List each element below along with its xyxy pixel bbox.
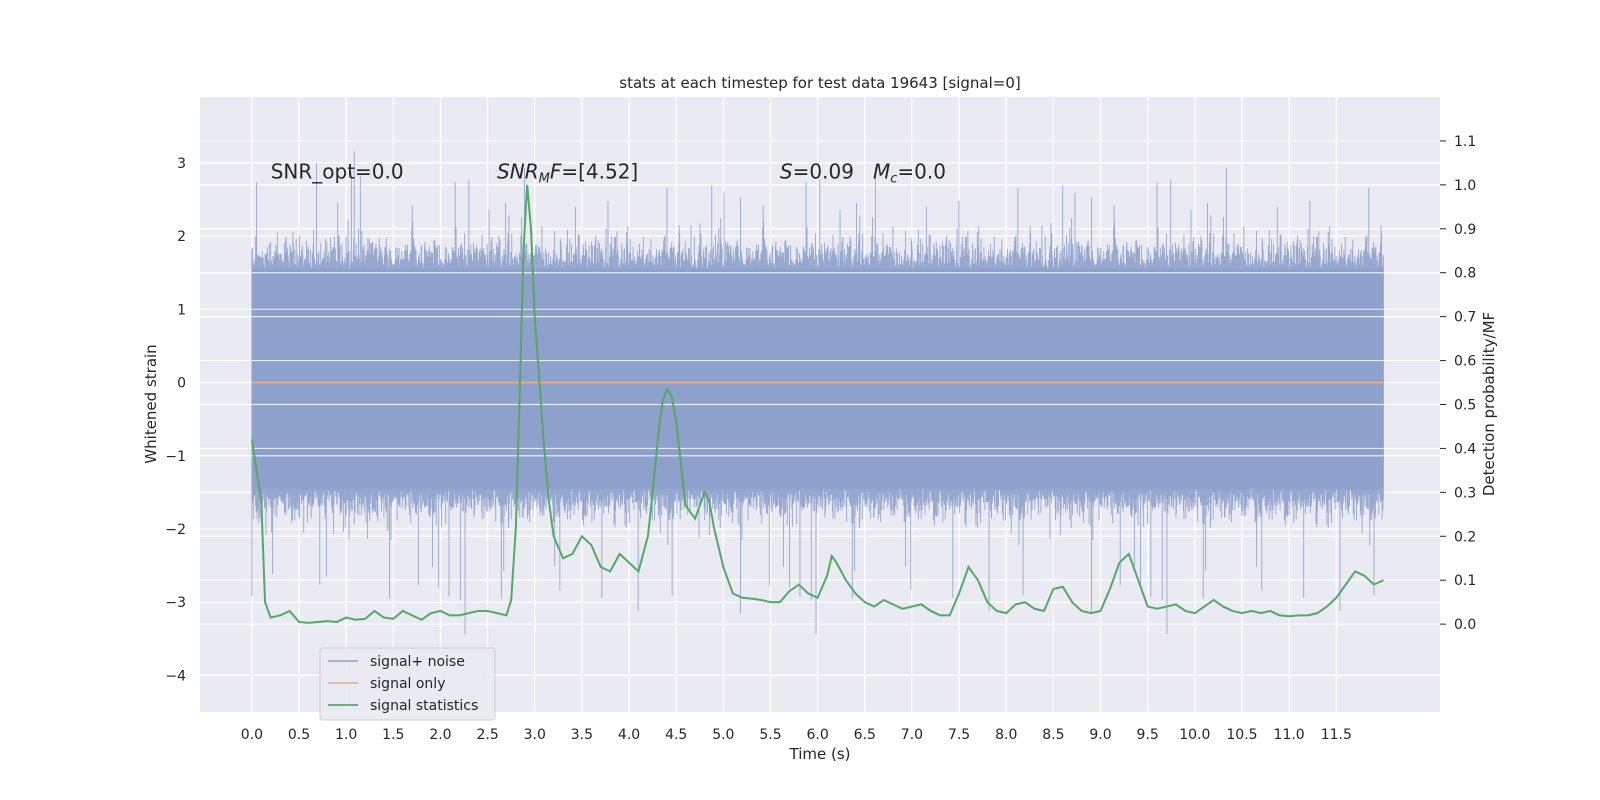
x-tick-label: 5.5 bbox=[759, 727, 781, 743]
x-tick-label: 8.5 bbox=[1042, 727, 1064, 743]
y-left-tick-label: −4 bbox=[165, 668, 186, 684]
x-tick-label: 4.0 bbox=[618, 727, 640, 743]
x-axis-ticks: 0.0 0.5 1.0 1.5 2.0 2.5 3.0 3.5 4.0 4.5 5.0 5.5 6.0 6… bbox=[241, 727, 1352, 743]
x-tick-label: 11.0 bbox=[1274, 727, 1305, 743]
x-tick-label: 9.5 bbox=[1137, 727, 1159, 743]
legend-box bbox=[319, 647, 496, 721]
x-tick-label: 11.5 bbox=[1321, 727, 1352, 743]
x-tick-label: 2.0 bbox=[429, 727, 451, 743]
x-tick-label: 7.0 bbox=[901, 727, 923, 743]
y-right-axis-ticks: 0.0 0.1 0.2 0.3 0.4 0.5 0.6 0.7 0.8 0.9 1.0 1.1 bbox=[1440, 134, 1476, 633]
y-right-tick-label: 0.4 bbox=[1454, 441, 1476, 457]
series-signal-statistics bbox=[250, 184, 1384, 624]
x-tick-label: 1.5 bbox=[382, 727, 404, 743]
y-right-tick-label: 0.3 bbox=[1454, 485, 1476, 501]
y-right-tick-label: 0.9 bbox=[1454, 222, 1476, 238]
x-tick-label: 6.5 bbox=[854, 727, 876, 743]
y-right-tick-label: 1.1 bbox=[1454, 134, 1476, 150]
x-tick-label: 9.0 bbox=[1089, 727, 1111, 743]
legend-label-signal-noise: signal+ noise bbox=[370, 654, 465, 670]
y-right-tick-label: 0.5 bbox=[1454, 398, 1476, 414]
y-right-tick-label: 0.0 bbox=[1454, 617, 1476, 633]
y-left-tick-label: −3 bbox=[165, 595, 186, 611]
x-tick-label: 0.0 bbox=[241, 727, 263, 743]
y-right-tick-label: 0.7 bbox=[1454, 310, 1476, 326]
legend-label-signal-only: signal only bbox=[370, 676, 445, 692]
legend-label-signal-statistics: signal statistics bbox=[370, 698, 478, 714]
y-left-tick-label: −1 bbox=[165, 449, 186, 465]
series-signal-noise bbox=[251, 151, 1384, 635]
x-tick-label: 7.5 bbox=[948, 727, 970, 743]
y-right-tick-label: 0.2 bbox=[1454, 529, 1476, 545]
annotations: SNR_opt=0.0 SNRMF=[4.52] S=0.09 Mc=0.0 bbox=[271, 159, 946, 186]
y-right-tick-label: 0.6 bbox=[1454, 354, 1476, 370]
y-right-tick-label: 0.8 bbox=[1454, 266, 1476, 282]
x-tick-label: 8.0 bbox=[995, 727, 1017, 743]
x-tick-label: 0.5 bbox=[288, 727, 310, 743]
annotation-snr-mf: SNRMF=[4.52] bbox=[497, 159, 638, 186]
y-right-tick-label: 1.0 bbox=[1454, 178, 1476, 194]
legend: signal+ noise signal only signal statist… bbox=[319, 647, 496, 721]
y-right-tick-label: 0.1 bbox=[1454, 573, 1476, 589]
x-tick-label: 1.0 bbox=[335, 727, 357, 743]
y-left-tick-label: 3 bbox=[177, 156, 186, 172]
x-tick-label: 2.5 bbox=[476, 727, 498, 743]
y-left-axis-ticks: −4 −3 −2 −1 0 1 2 3 bbox=[165, 156, 186, 685]
x-tick-label: 10.5 bbox=[1226, 727, 1257, 743]
x-tick-label: 6.0 bbox=[807, 727, 829, 743]
x-tick-label: 4.5 bbox=[665, 727, 687, 743]
y-left-tick-label: 0 bbox=[177, 376, 186, 392]
y-right-axis-label: Detection probability/MF bbox=[1480, 312, 1498, 496]
y-left-tick-label: 2 bbox=[177, 229, 186, 245]
x-axis-label: Time (s) bbox=[789, 745, 851, 763]
x-tick-label: 3.5 bbox=[571, 727, 593, 743]
annotation-stat-mc: S=0.09 Mc=0.0 bbox=[780, 159, 946, 186]
x-tick-label: 10.0 bbox=[1179, 727, 1210, 743]
x-tick-label: 5.0 bbox=[712, 727, 734, 743]
noise-core-band bbox=[251, 269, 1384, 489]
y-left-axis-label: Whitened strain bbox=[142, 344, 160, 463]
x-tick-label: 3.0 bbox=[524, 727, 546, 743]
y-left-tick-label: −2 bbox=[165, 522, 186, 538]
chart-title: stats at each timestep for test data 196… bbox=[619, 74, 1020, 92]
annotation-snr-opt: SNR_opt=0.0 bbox=[271, 159, 404, 183]
y-left-tick-label: 1 bbox=[177, 302, 186, 318]
